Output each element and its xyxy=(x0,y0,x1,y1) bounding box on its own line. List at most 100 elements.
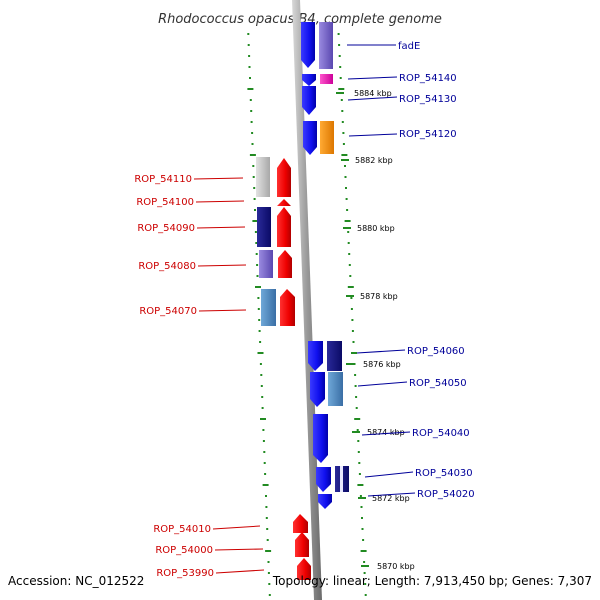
guide-dot xyxy=(260,385,263,387)
gene-label-ROP_54100[interactable]: ROP_54100 xyxy=(136,197,194,208)
gene-label-ROP_54080[interactable]: ROP_54080 xyxy=(138,261,196,272)
gene-ROP_54130-arrow[interactable] xyxy=(302,86,316,115)
gene-ROP_54020-arrow[interactable] xyxy=(318,494,332,509)
gene-ROP_54060-block[interactable] xyxy=(327,341,342,371)
accession-text: Accession: NC_012522 xyxy=(8,574,144,588)
gene-label-ROP_54120[interactable]: ROP_54120 xyxy=(399,129,457,140)
guide-dot xyxy=(351,352,357,354)
gene-leader-line xyxy=(367,492,416,497)
guide-dot xyxy=(257,308,260,310)
gene-ROP_54010-arrow[interactable] xyxy=(293,514,308,533)
gene-leader-line xyxy=(195,200,245,203)
gene-fadE-block[interactable] xyxy=(319,22,333,69)
gene-leader-line xyxy=(348,133,398,137)
gene-ROP_54140-block[interactable] xyxy=(320,74,333,84)
guide-dot xyxy=(260,374,263,376)
guide-dot xyxy=(266,539,269,541)
gene-ROP_54140-arrow[interactable] xyxy=(302,74,316,86)
plus-strand-genes xyxy=(301,22,349,509)
guide-dot xyxy=(353,363,356,365)
guide-dot xyxy=(341,110,344,112)
gene-ROP_54120-block[interactable] xyxy=(320,121,334,154)
gene-ROP_54120-arrow[interactable] xyxy=(303,121,317,155)
guide-dot xyxy=(247,33,250,35)
gene-leader-line xyxy=(356,349,406,354)
tick-label: 5872 kbp xyxy=(372,494,410,503)
gene-ROP_54000-arrow[interactable] xyxy=(295,532,309,557)
guide-dot xyxy=(354,418,361,420)
guide-dot xyxy=(350,297,353,299)
guide-dot xyxy=(252,220,259,222)
gene-ROP_54090-arrow[interactable] xyxy=(277,207,291,247)
gene-label-ROP_54000[interactable]: ROP_54000 xyxy=(155,545,213,556)
gene-ROP_54080-block[interactable] xyxy=(259,250,273,278)
gene-label-ROP_54010[interactable]: ROP_54010 xyxy=(153,524,211,535)
minus-gene-labels: ROP_54110 ROP_54100 ROP_54090 ROP_54080 … xyxy=(134,174,265,579)
gene-ROP_54050-block[interactable] xyxy=(328,372,343,406)
gene-ROP_54060-arrow[interactable] xyxy=(308,341,323,371)
gene-ROP_54070-block[interactable] xyxy=(261,289,276,326)
guide-dot xyxy=(363,572,366,574)
guide-dot xyxy=(347,242,350,244)
gene-ROP_54090-block[interactable] xyxy=(257,207,271,247)
guide-dot xyxy=(268,583,271,585)
guide-dot xyxy=(265,517,268,519)
gene-ROP_54110-block[interactable] xyxy=(256,157,270,197)
guide-dot xyxy=(256,275,259,277)
gene-ROP_54100-arrow[interactable] xyxy=(277,199,291,206)
gene-label-ROP_54030[interactable]: ROP_54030 xyxy=(415,468,473,479)
gene-label-fadE[interactable]: fadE xyxy=(398,41,420,52)
gene-leader-line xyxy=(347,76,398,80)
guide-dot xyxy=(347,286,354,288)
guide-dot xyxy=(342,132,345,134)
gene-leader-line xyxy=(193,177,244,180)
guide-dot xyxy=(258,319,261,321)
gene-label-ROP_54130[interactable]: ROP_54130 xyxy=(399,94,457,105)
left-dotted-guide xyxy=(247,33,272,596)
gene-leader-line xyxy=(197,264,247,267)
guide-dot xyxy=(268,594,271,596)
gene-label-ROP_54070[interactable]: ROP_54070 xyxy=(139,306,197,317)
guide-dot xyxy=(252,176,255,178)
guide-dot xyxy=(251,132,254,134)
tick-label: 5870 kbp xyxy=(377,562,415,571)
guide-dot xyxy=(355,396,358,398)
gene-label-ROP_54140[interactable]: ROP_54140 xyxy=(399,73,457,84)
guide-dot xyxy=(262,440,265,442)
gene-label-ROP_54050[interactable]: ROP_54050 xyxy=(409,378,467,389)
gene-leader-line xyxy=(196,226,246,229)
gene-label-ROP_54060[interactable]: ROP_54060 xyxy=(407,346,465,357)
gene-ROP_54040-arrow[interactable] xyxy=(313,414,328,463)
gene-leader-line xyxy=(198,309,247,312)
gene-ROP_53990-arrow[interactable] xyxy=(297,558,311,580)
gene-label-ROP_54090[interactable]: ROP_54090 xyxy=(137,223,195,234)
guide-dot xyxy=(257,297,260,299)
guide-dot xyxy=(259,341,262,343)
gene-label-ROP_54020[interactable]: ROP_54020 xyxy=(417,489,475,500)
guide-dot xyxy=(267,572,270,574)
guide-dot xyxy=(249,154,256,156)
guide-dot xyxy=(356,429,359,431)
guide-dot xyxy=(344,176,347,178)
guide-dot xyxy=(352,341,355,343)
guide-dot xyxy=(357,451,360,453)
gene-ROP_54080-arrow[interactable] xyxy=(278,250,292,278)
gene-ROP_54070-arrow[interactable] xyxy=(280,289,295,326)
gene-ROP_54110-arrow[interactable] xyxy=(277,158,291,197)
guide-dot xyxy=(342,143,345,145)
gene-ROP_54030-arrow[interactable] xyxy=(316,467,331,492)
guide-dot xyxy=(348,264,351,266)
gene-label-ROP_54040[interactable]: ROP_54040 xyxy=(412,428,470,439)
guide-dot xyxy=(355,407,358,409)
gene-fadE-arrow[interactable] xyxy=(301,22,315,68)
minus-strand-genes xyxy=(256,157,311,580)
gene-leader-line xyxy=(347,96,398,101)
guide-dot xyxy=(265,506,268,508)
guide-dot xyxy=(256,264,259,266)
guide-dot xyxy=(267,561,270,563)
gene-label-ROP_54110[interactable]: ROP_54110 xyxy=(134,174,192,185)
guide-dot xyxy=(247,44,250,46)
gene-label-ROP_53990[interactable]: ROP_53990 xyxy=(156,568,214,579)
gene-ROP_54050-arrow[interactable] xyxy=(310,372,325,407)
guide-dot xyxy=(354,374,357,376)
